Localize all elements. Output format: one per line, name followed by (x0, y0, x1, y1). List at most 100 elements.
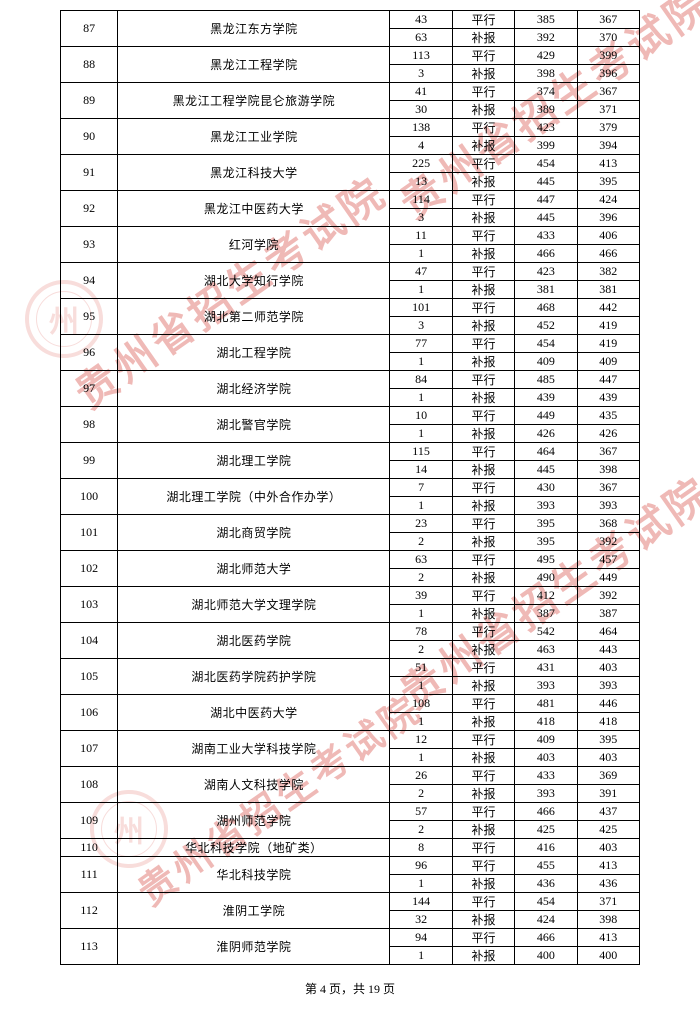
cell-c: 423 (515, 119, 577, 137)
school-name: 黑龙江中医药大学 (118, 191, 390, 227)
cell-d: 393 (577, 497, 639, 515)
cell-a: 7 (390, 479, 452, 497)
row-index: 102 (61, 551, 118, 587)
cell-c: 392 (515, 29, 577, 47)
cell-c: 433 (515, 767, 577, 785)
cell-d: 447 (577, 371, 639, 389)
cell-a: 84 (390, 371, 452, 389)
cell-b: 平行 (452, 839, 514, 857)
cell-b: 补报 (452, 911, 514, 929)
cell-d: 367 (577, 443, 639, 461)
school-name: 黑龙江东方学院 (118, 11, 390, 47)
cell-b: 平行 (452, 299, 514, 317)
cell-b: 补报 (452, 785, 514, 803)
cell-b: 平行 (452, 929, 514, 947)
cell-d: 392 (577, 533, 639, 551)
cell-b: 补报 (452, 173, 514, 191)
cell-a: 47 (390, 263, 452, 281)
cell-d: 370 (577, 29, 639, 47)
cell-b: 平行 (452, 371, 514, 389)
cell-b: 平行 (452, 407, 514, 425)
cell-a: 1 (390, 947, 452, 965)
cell-a: 2 (390, 821, 452, 839)
cell-c: 430 (515, 479, 577, 497)
row-index: 103 (61, 587, 118, 623)
cell-b: 补报 (452, 425, 514, 443)
row-index: 100 (61, 479, 118, 515)
cell-a: 1 (390, 425, 452, 443)
cell-a: 4 (390, 137, 452, 155)
cell-c: 447 (515, 191, 577, 209)
school-name: 湖北第二师范学院 (118, 299, 390, 335)
school-name: 湖北理工学院（中外合作办学） (118, 479, 390, 515)
cell-d: 403 (577, 659, 639, 677)
cell-b: 平行 (452, 191, 514, 209)
row-index: 104 (61, 623, 118, 659)
cell-d: 457 (577, 551, 639, 569)
row-index: 109 (61, 803, 118, 839)
row-index: 97 (61, 371, 118, 407)
cell-c: 393 (515, 785, 577, 803)
cell-b: 平行 (452, 803, 514, 821)
row-index: 90 (61, 119, 118, 155)
cell-d: 426 (577, 425, 639, 443)
row-index: 94 (61, 263, 118, 299)
cell-c: 403 (515, 749, 577, 767)
cell-a: 32 (390, 911, 452, 929)
cell-c: 454 (515, 893, 577, 911)
cell-a: 144 (390, 893, 452, 911)
cell-d: 413 (577, 857, 639, 875)
cell-c: 439 (515, 389, 577, 407)
row-index: 91 (61, 155, 118, 191)
cell-b: 平行 (452, 263, 514, 281)
cell-d: 437 (577, 803, 639, 821)
cell-b: 补报 (452, 137, 514, 155)
cell-c: 393 (515, 677, 577, 695)
cell-b: 补报 (452, 389, 514, 407)
cell-c: 452 (515, 317, 577, 335)
cell-a: 115 (390, 443, 452, 461)
school-name: 黑龙江工程学院昆仑旅游学院 (118, 83, 390, 119)
cell-b: 补报 (452, 353, 514, 371)
cell-d: 393 (577, 677, 639, 695)
cell-b: 平行 (452, 11, 514, 29)
cell-b: 补报 (452, 713, 514, 731)
cell-c: 412 (515, 587, 577, 605)
cell-b: 补报 (452, 461, 514, 479)
cell-d: 419 (577, 317, 639, 335)
school-name: 淮阴工学院 (118, 893, 390, 929)
cell-c: 445 (515, 209, 577, 227)
cell-b: 平行 (452, 155, 514, 173)
cell-c: 381 (515, 281, 577, 299)
cell-b: 平行 (452, 659, 514, 677)
cell-a: 14 (390, 461, 452, 479)
cell-b: 平行 (452, 443, 514, 461)
cell-d: 406 (577, 227, 639, 245)
cell-d: 418 (577, 713, 639, 731)
cell-a: 43 (390, 11, 452, 29)
row-index: 87 (61, 11, 118, 47)
school-name: 湖北中医药大学 (118, 695, 390, 731)
row-index: 92 (61, 191, 118, 227)
cell-d: 396 (577, 209, 639, 227)
cell-d: 398 (577, 461, 639, 479)
school-name: 湖南工业大学科技学院 (118, 731, 390, 767)
school-name: 湖南人文科技学院 (118, 767, 390, 803)
cell-a: 26 (390, 767, 452, 785)
row-index: 111 (61, 857, 118, 893)
cell-a: 12 (390, 731, 452, 749)
school-name: 黑龙江工程学院 (118, 47, 390, 83)
cell-b: 补报 (452, 533, 514, 551)
cell-d: 392 (577, 587, 639, 605)
cell-a: 2 (390, 641, 452, 659)
cell-a: 1 (390, 389, 452, 407)
cell-d: 449 (577, 569, 639, 587)
cell-d: 425 (577, 821, 639, 839)
cell-a: 113 (390, 47, 452, 65)
cell-b: 平行 (452, 551, 514, 569)
cell-d: 368 (577, 515, 639, 533)
cell-b: 平行 (452, 731, 514, 749)
cell-b: 补报 (452, 821, 514, 839)
cell-c: 387 (515, 605, 577, 623)
cell-c: 395 (515, 533, 577, 551)
